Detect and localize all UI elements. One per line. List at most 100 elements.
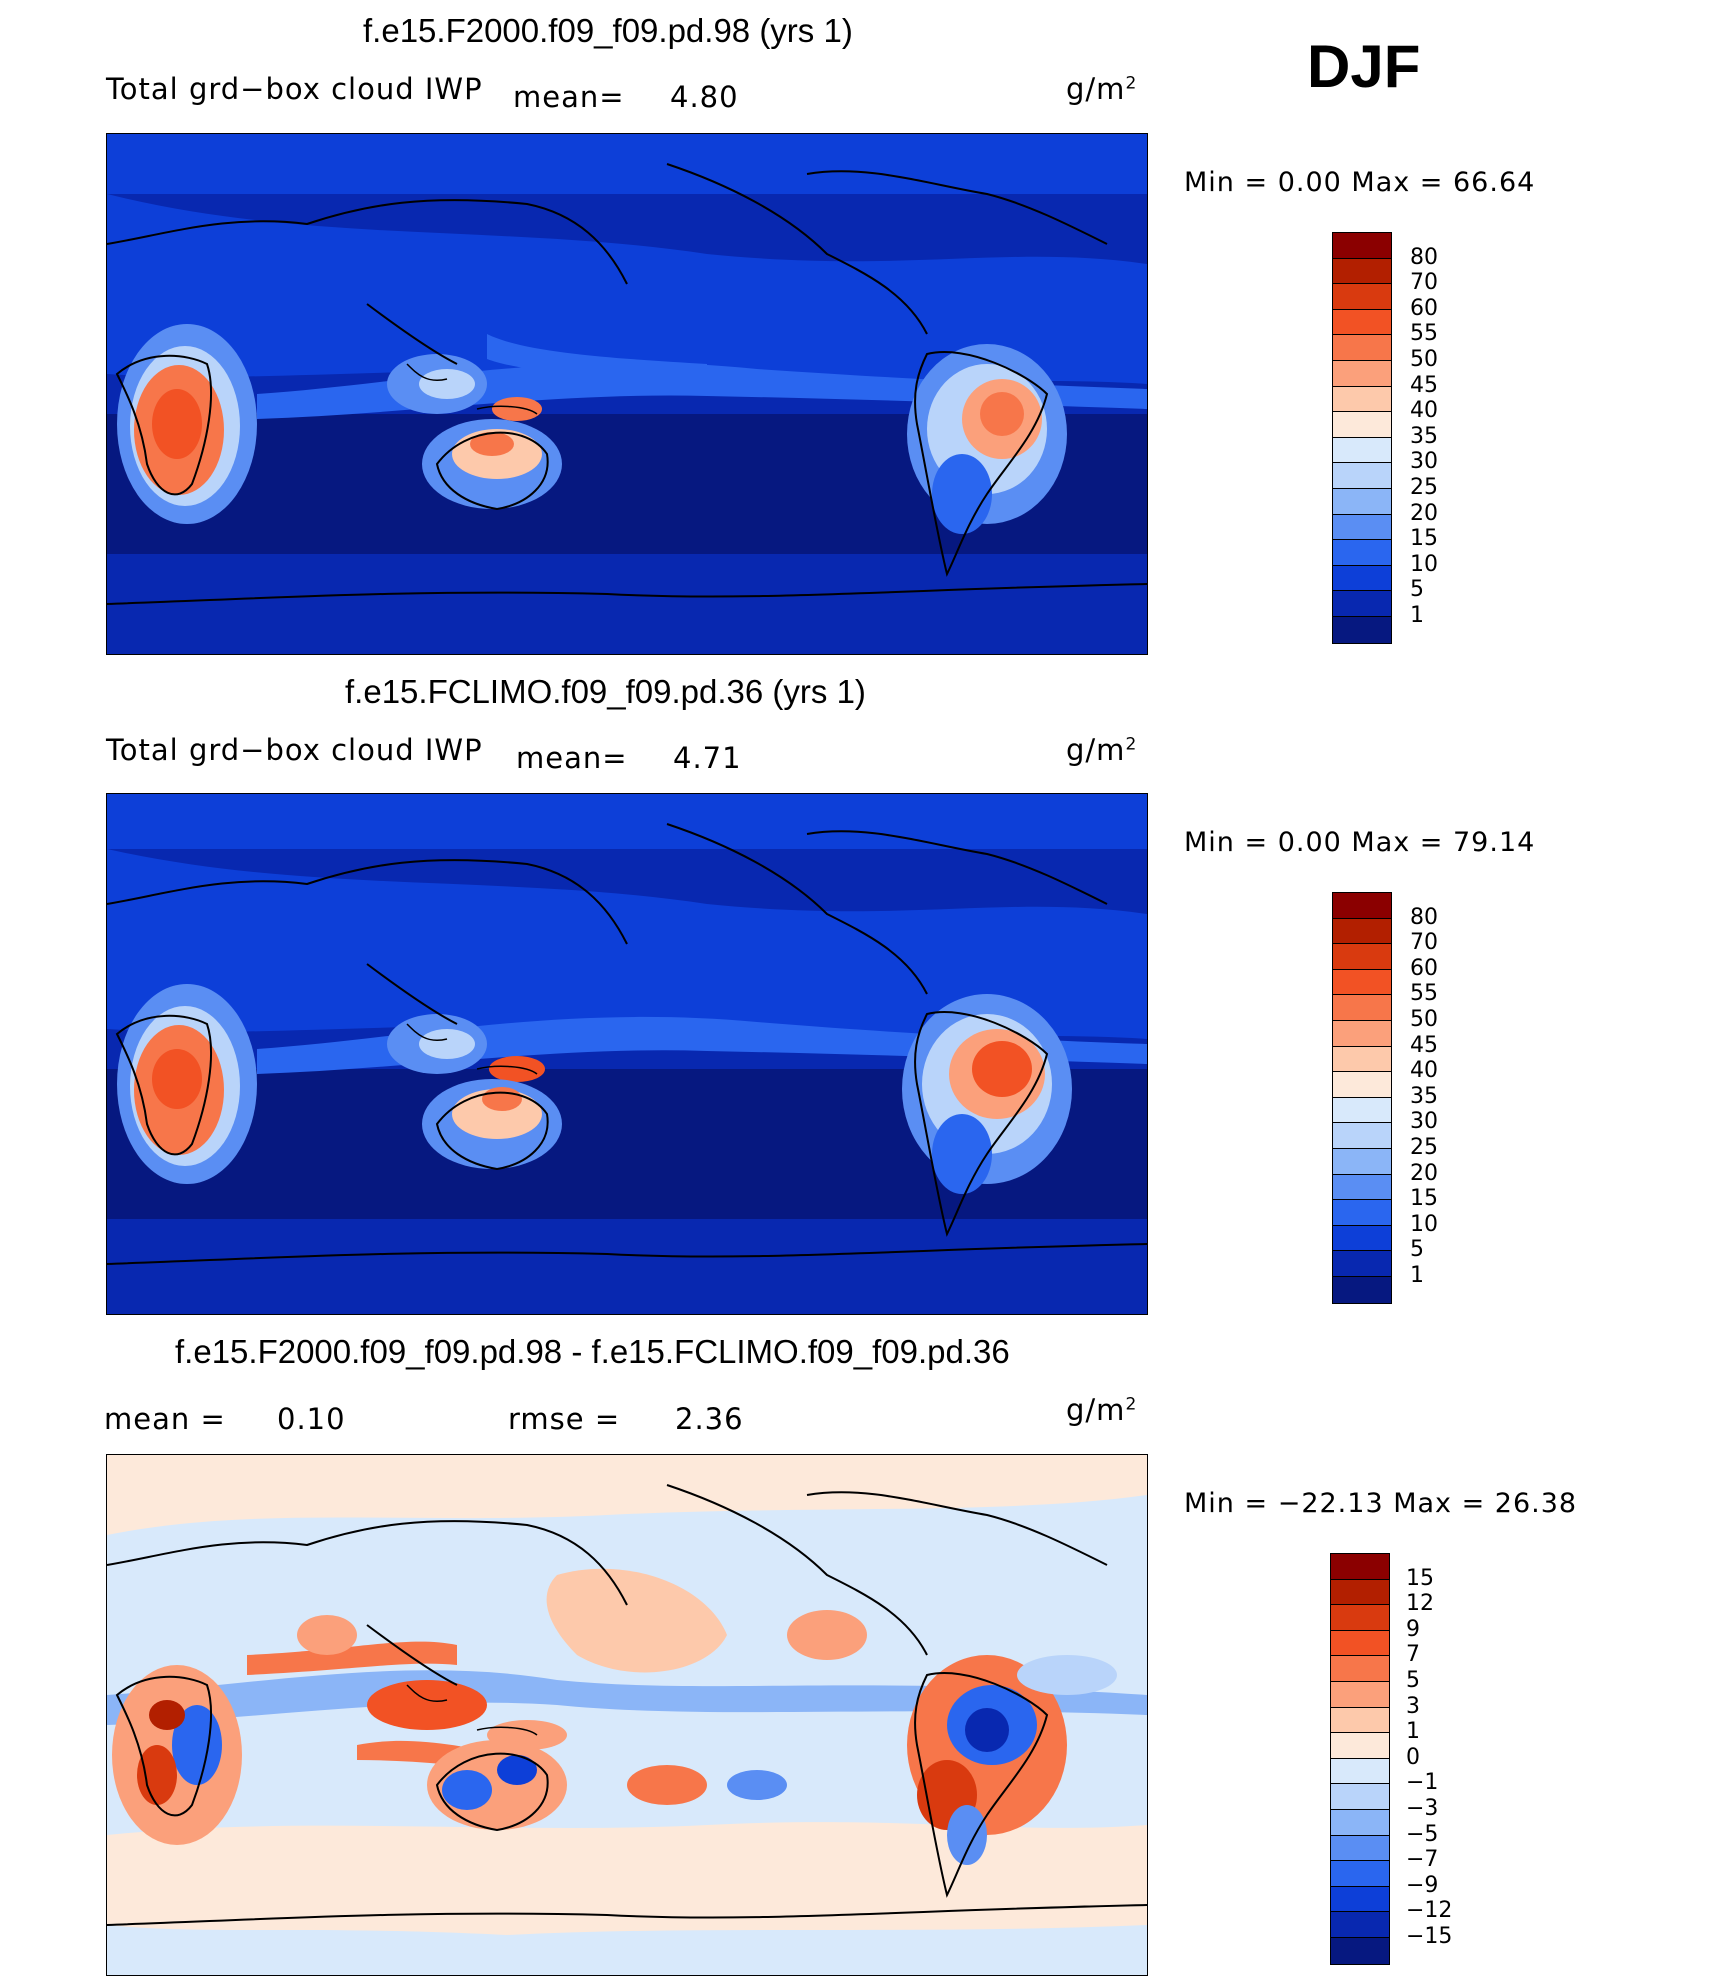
panel-3-rmse-value: 2.36 (675, 1402, 744, 1436)
colorbar-tick-label: 60 (1410, 955, 1438, 981)
colorbar-tick-label: 1 (1410, 1263, 1424, 1288)
colorbar-tick-label: 80 (1410, 904, 1438, 930)
colorbar-swatch (1333, 1276, 1391, 1303)
colorbar-swatch (1333, 488, 1391, 515)
colorbar-swatch (1331, 1630, 1389, 1657)
colorbar-swatch (1331, 1554, 1389, 1580)
panel-2-map (106, 793, 1148, 1315)
colorbar-swatch (1333, 514, 1391, 541)
panel-3-map (106, 1454, 1148, 1976)
colorbar-swatch (1333, 1020, 1391, 1047)
panel-3-minmax: Min = −22.13 Max = 26.38 (1184, 1488, 1578, 1519)
panel-1-map (106, 133, 1148, 655)
colorbar-tick-label: 5 (1410, 577, 1424, 603)
colorbar-swatch (1333, 309, 1391, 336)
panel-3-units: g/m2 (1066, 1393, 1138, 1427)
colorbar-tick-label: 30 (1410, 449, 1438, 475)
panel-1-mean-value: 4.80 (670, 80, 739, 114)
colorbar-tick-label: 25 (1410, 475, 1438, 500)
colorbar-tick-label: −1 (1406, 1770, 1439, 1796)
panel-3-mean-value: 0.10 (277, 1402, 346, 1436)
colorbar-swatch (1333, 1072, 1391, 1098)
colorbar-swatch (1333, 591, 1391, 617)
colorbar-tick-label: −3 (1406, 1796, 1439, 1821)
colorbar-swatch (1333, 1148, 1391, 1175)
colorbar-swatch (1333, 969, 1391, 996)
colorbar-tick-label: 45 (1410, 1032, 1438, 1058)
colorbar-tick-label: 45 (1410, 372, 1438, 398)
colorbar-tick-label: 1 (1406, 1719, 1420, 1745)
colorbar-swatch (1333, 233, 1391, 259)
colorbar-tick-label: 9 (1406, 1616, 1420, 1642)
colorbar-tick-label: 30 (1410, 1109, 1438, 1135)
colorbar-tick-label: 15 (1410, 526, 1438, 552)
colorbar-tick-label: 12 (1406, 1591, 1434, 1617)
colorbar-tick-label: 70 (1410, 930, 1438, 956)
colorbar-swatch (1331, 1707, 1389, 1734)
panel-2-colorbar (1332, 892, 1392, 1304)
colorbar-tick-label: 15 (1410, 1186, 1438, 1212)
panel-3-title: f.e15.F2000.f09_f09.pd.98 - f.e15.FCLIMO… (175, 1333, 1010, 1370)
panel-2-mean-value: 4.71 (673, 741, 742, 775)
colorbar-tick-label: −12 (1406, 1898, 1453, 1924)
colorbar-swatch (1333, 893, 1391, 919)
colorbar-tick-label: 20 (1410, 500, 1438, 526)
colorbar-swatch (1333, 995, 1391, 1021)
colorbar-swatch (1333, 1123, 1391, 1149)
colorbar-swatch (1333, 1225, 1391, 1252)
colorbar-tick-label: 5 (1406, 1668, 1420, 1693)
colorbar-tick-label: 50 (1410, 347, 1438, 372)
panel-3-mean-label: mean = (104, 1402, 226, 1436)
season-label: DJF (1307, 33, 1421, 100)
panel-1-title: f.e15.F2000.f09_f09.pd.98 (yrs 1) (363, 12, 853, 49)
colorbar-tick-label: 35 (1410, 423, 1438, 449)
colorbar-swatch (1331, 1886, 1389, 1913)
colorbar-swatch (1333, 1174, 1391, 1201)
colorbar-swatch (1333, 540, 1391, 566)
colorbar-tick-label: 60 (1410, 295, 1438, 321)
panel-1-minmax: Min = 0.00 Max = 66.64 (1184, 167, 1536, 198)
colorbar-swatch (1333, 1046, 1391, 1073)
panel-2-title: f.e15.FCLIMO.f09_f09.pd.36 (yrs 1) (345, 673, 866, 710)
panel-2-minmax: Min = 0.00 Max = 79.14 (1184, 827, 1536, 858)
colorbar-tick-label: 40 (1410, 1058, 1438, 1084)
colorbar-swatch (1333, 335, 1391, 361)
colorbar-swatch (1333, 284, 1391, 310)
colorbar-tick-label: 55 (1410, 321, 1438, 347)
colorbar-swatch (1331, 1937, 1389, 1964)
colorbar-swatch (1333, 412, 1391, 438)
colorbar-tick-label: 15 (1406, 1565, 1434, 1591)
panel-1-mean-label: mean= (513, 80, 625, 114)
colorbar-swatch (1331, 1733, 1389, 1759)
panel-2-mean-label: mean= (516, 741, 628, 775)
colorbar-tick-label: −9 (1406, 1872, 1439, 1898)
colorbar-swatch (1333, 386, 1391, 413)
colorbar-swatch (1331, 1656, 1389, 1682)
colorbar-tick-label: 3 (1406, 1693, 1420, 1719)
colorbar-tick-label: 50 (1410, 1007, 1438, 1032)
colorbar-tick-label: 1 (1410, 603, 1424, 628)
colorbar-tick-label: 5 (1410, 1237, 1424, 1263)
colorbar-swatch (1333, 944, 1391, 970)
colorbar-tick-label: 7 (1406, 1642, 1420, 1668)
colorbar-swatch (1331, 1758, 1389, 1785)
colorbar-swatch (1333, 1097, 1391, 1124)
colorbar-tick-label: 0 (1406, 1744, 1420, 1770)
colorbar-swatch (1331, 1912, 1389, 1938)
colorbar-swatch (1331, 1861, 1389, 1887)
colorbar-swatch (1333, 1200, 1391, 1226)
colorbar-swatch (1333, 360, 1391, 387)
panel-1-variable: Total grd−box cloud IWP (106, 72, 483, 106)
panel-2-variable: Total grd−box cloud IWP (106, 733, 483, 767)
colorbar-tick-label: 35 (1410, 1083, 1438, 1109)
colorbar-swatch (1331, 1835, 1389, 1862)
panel-2-units: g/m2 (1066, 733, 1138, 767)
colorbar-tick-label: −15 (1406, 1924, 1453, 1949)
panel-3-rmse-label: rmse = (508, 1402, 621, 1436)
colorbar-tick-label: 80 (1410, 244, 1438, 270)
colorbar-swatch (1331, 1809, 1389, 1836)
colorbar-swatch (1333, 616, 1391, 643)
colorbar-tick-label: 70 (1410, 270, 1438, 296)
colorbar-swatch (1333, 463, 1391, 489)
colorbar-tick-label: 10 (1410, 1211, 1438, 1237)
